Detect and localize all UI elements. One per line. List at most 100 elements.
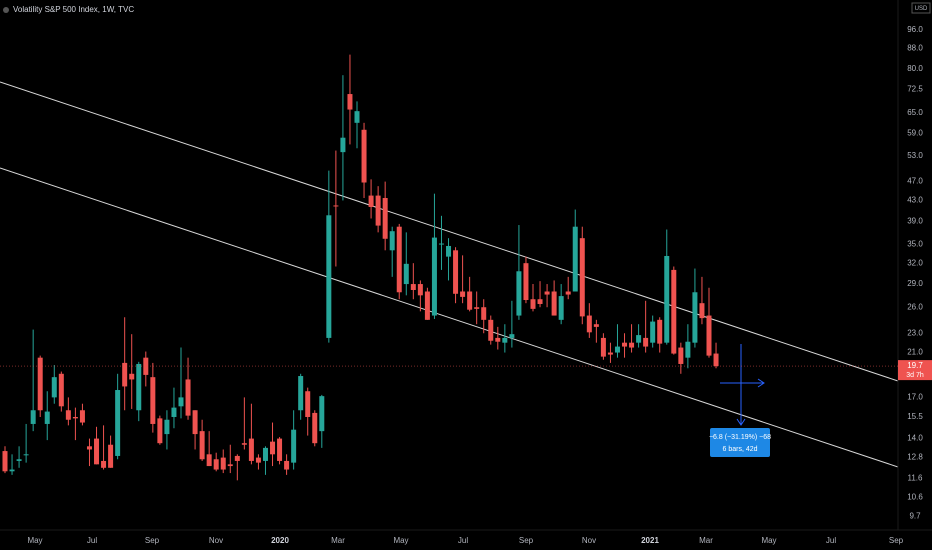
candle-body: [544, 291, 550, 295]
candle-body: [593, 324, 599, 327]
currency: USD: [915, 6, 928, 12]
last-price-badge: [898, 360, 932, 381]
candle-body: [410, 284, 416, 290]
candle-body: [30, 410, 36, 424]
candle-body: [122, 362, 128, 387]
candle-body: [101, 460, 107, 468]
trend-line: [0, 167, 899, 468]
candle-body: [150, 377, 156, 424]
candle-body: [431, 237, 437, 316]
candle-body: [502, 337, 508, 343]
candle-body: [692, 292, 698, 343]
y-tick-label: 96.0: [907, 25, 923, 34]
candle-body: [199, 431, 205, 460]
candle-body: [699, 303, 705, 319]
candle-body: [333, 205, 339, 207]
candle-body: [516, 271, 522, 316]
candle-body: [530, 299, 536, 309]
x-tick-label: May: [27, 536, 42, 545]
x-tick-label: Nov: [582, 536, 596, 545]
candle-body: [361, 129, 367, 183]
candle-body: [72, 416, 78, 419]
candle-body: [291, 429, 297, 463]
x-tick-label: Jul: [458, 536, 468, 545]
chart-title: Volatility S&P 500 Index, 1W, TVC: [13, 5, 134, 14]
candle-body: [58, 373, 64, 407]
y-tick-label: 26.0: [907, 302, 923, 311]
candle-body: [213, 459, 219, 470]
candle-body: [86, 446, 92, 450]
y-tick-label: 88.0: [907, 44, 923, 53]
candle-body: [424, 291, 430, 320]
candle-body: [551, 291, 557, 316]
candle-body: [558, 296, 564, 320]
candle-body: [143, 357, 149, 375]
candle-body: [643, 337, 649, 347]
measure-arrow: [736, 418, 746, 426]
candle-body: [614, 346, 620, 353]
x-tick-label: Sep: [145, 536, 160, 545]
measure-span: 6 bars, 42d: [722, 446, 757, 453]
candle-body: [537, 299, 543, 304]
y-tick-label: 15.5: [907, 412, 923, 421]
candle-body: [467, 291, 473, 310]
candle-body: [241, 443, 247, 445]
candle-body: [129, 373, 135, 380]
x-tick-label: May: [761, 536, 776, 545]
candle-body: [298, 376, 304, 411]
candle-body: [79, 410, 85, 423]
candle-body: [16, 459, 22, 461]
candle-body: [270, 441, 276, 455]
candle-body: [572, 226, 578, 292]
measure-arrow: [757, 378, 765, 388]
candle-body: [108, 444, 114, 468]
candle-body: [277, 438, 283, 461]
candle-body: [255, 457, 261, 463]
measure-label-box: [710, 428, 770, 457]
measure-tool: −6.8 (−31.19%) −68 6 bars, 42d: [709, 344, 771, 457]
y-tick-label: 14.0: [907, 434, 923, 443]
y-tick-label: 23.0: [907, 328, 923, 337]
candle-body: [713, 353, 719, 367]
y-tick-label: 12.8: [907, 453, 923, 462]
candle-body: [23, 454, 29, 456]
candle-body: [650, 321, 656, 343]
candle-body: [94, 438, 100, 465]
candle-body: [9, 469, 15, 472]
candle-body: [565, 291, 571, 295]
candle-body: [354, 111, 360, 123]
candle-body: [248, 438, 254, 461]
candle-body: [284, 460, 290, 470]
candle-body: [607, 352, 613, 355]
candle-body: [481, 307, 487, 320]
candles: [2, 54, 719, 481]
candle-body: [403, 263, 409, 285]
candle-body: [495, 337, 501, 342]
candle-body: [636, 335, 642, 343]
y-tick-label: 65.0: [907, 108, 923, 117]
candle-body: [44, 411, 50, 424]
y-tick-label: 53.0: [907, 151, 923, 160]
candle-body: [417, 284, 423, 296]
countdown-label: 3d 7h: [906, 372, 924, 379]
candle-body: [622, 342, 628, 347]
candle-body: [164, 419, 170, 435]
candle-body: [396, 226, 402, 293]
candle-body: [2, 451, 8, 472]
candle-body: [375, 195, 381, 226]
y-tick-label: 35.0: [907, 239, 923, 248]
candle-body: [312, 412, 318, 444]
x-tick-label: Sep: [519, 536, 534, 545]
candle-body: [523, 263, 529, 301]
candle-body: [262, 447, 268, 461]
candle-body: [706, 315, 712, 356]
y-tick-label: 10.6: [907, 493, 923, 502]
candle-body: [446, 245, 452, 257]
x-tick-label: Jul: [826, 536, 836, 545]
candle-body: [340, 137, 346, 153]
candle-body: [438, 243, 444, 245]
candle-body: [368, 195, 374, 207]
y-tick-label: 47.0: [907, 177, 923, 186]
candle-body: [305, 391, 311, 417]
candle-body: [65, 410, 71, 420]
